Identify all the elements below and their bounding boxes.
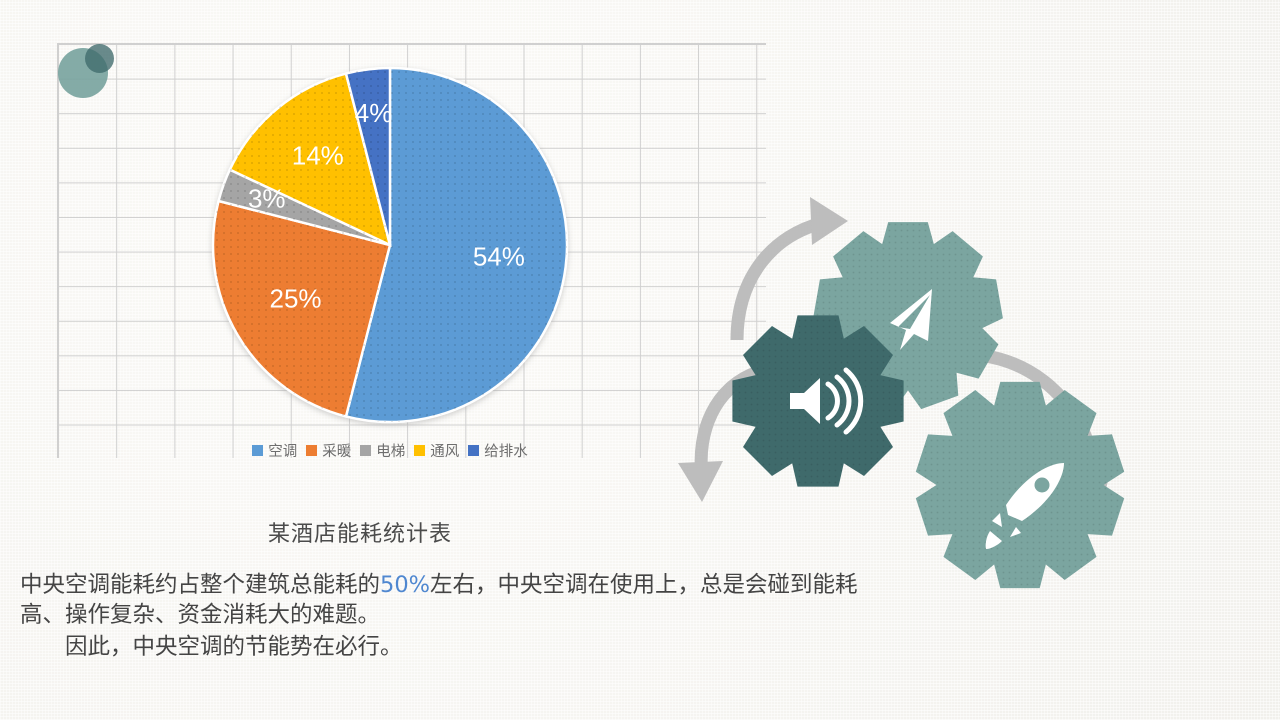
legend-swatch-icon (360, 445, 372, 456)
legend-label: 给排水 (484, 444, 528, 460)
logo-circle-secondary (85, 44, 114, 73)
rocket-icon (985, 463, 1064, 549)
legend-swatch-icon (306, 445, 318, 456)
legend-item-电梯[interactable]: 电梯 (360, 440, 405, 461)
body-highlight-percent: 50% (380, 572, 431, 598)
paper-plane-icon (890, 289, 932, 350)
pie-label-采暖: 25% (270, 284, 322, 314)
legend-label: 通风 (430, 444, 460, 460)
legend-swatch-icon (468, 445, 480, 456)
gear-left (732, 315, 904, 487)
chart-caption: 某酒店能耗统计表 (267, 522, 452, 547)
pie-label-空调: 54% (473, 242, 525, 272)
pie-svg: 54% 25% 3%14% 4% (211, 66, 569, 424)
pie-slice-texture (218, 169, 390, 245)
legend-item-空调[interactable]: 空调 (252, 440, 297, 461)
body-line2: 因此，中央空调的节能势在必行。 (65, 634, 403, 660)
pie-label-电梯: 3% (248, 184, 286, 214)
gear-illustration (678, 175, 1125, 589)
pie-label-通风: 14% (292, 141, 344, 171)
pie-legend: 空调 采暖 电梯 通风 给排水 (208, 440, 572, 461)
gear-bottom-body-texture (915, 381, 1125, 589)
circle-logo (58, 44, 114, 98)
pie-slice-texture (345, 68, 390, 245)
legend-swatch-icon (252, 445, 264, 456)
legend-label: 电梯 (376, 444, 406, 460)
legend-label: 空调 (268, 444, 298, 460)
body-paragraph: 中央空调能耗约占整个建筑总能耗的50%左右，中央空调在使用上，总是会碰到能耗高、… (20, 570, 880, 662)
pie-slice-texture (212, 200, 390, 417)
pie-slice-texture (345, 68, 567, 422)
pie-slices (211, 66, 569, 424)
legend-swatch-icon (414, 445, 426, 456)
arrow-top-icon (730, 197, 848, 341)
legend-item-给排水[interactable]: 给排水 (468, 440, 528, 461)
legend-label: 采暖 (322, 444, 352, 460)
legend-item-采暖[interactable]: 采暖 (306, 440, 351, 461)
pie-slice-texture (229, 73, 390, 245)
energy-consumption-pie-chart: 54% 25% 3% 14% 4% (208, 63, 572, 427)
pie-slice-labels: 54% 25% 3%14% 4% (248, 98, 525, 314)
body-line1-part-a: 中央空调能耗约占整个建筑总能耗的 (20, 572, 381, 598)
speaker-icon (790, 367, 864, 435)
legend-item-通风[interactable]: 通风 (414, 440, 459, 461)
pie-label-给排水: 4% (355, 98, 393, 128)
gear-bottom (915, 381, 1125, 589)
body-line1-part-b: 左右，中央空调在使用上，总是会碰到能耗高、操作复杂、资金消耗大的难题。 (20, 572, 858, 628)
